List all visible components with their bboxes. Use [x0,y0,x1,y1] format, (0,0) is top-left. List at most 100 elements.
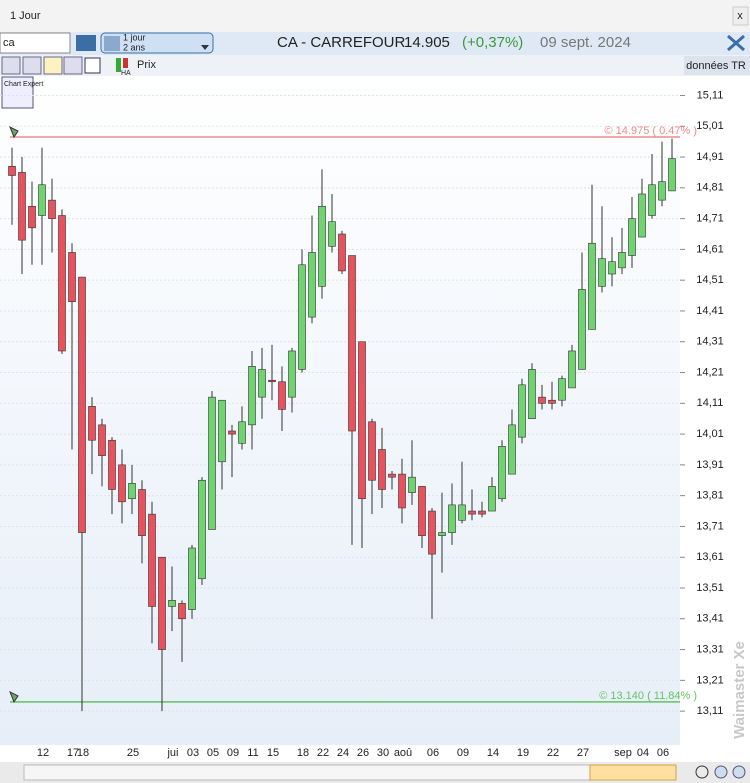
y-tick-label: 13,31 [696,643,724,655]
y-tick-label: 14,01 [696,428,724,440]
zoom-out[interactable] [714,765,728,779]
x-tick-label: 18 [297,747,309,759]
x-tick-label: 27 [577,747,589,759]
plot-area [0,77,680,745]
ha-icon-down[interactable] [123,58,128,68]
candle-body [198,479,206,580]
x-tick-label: 09 [457,747,469,759]
y-tick-label: 15,01 [696,120,724,132]
x-tick-label: 03 [187,747,199,759]
candle-body [158,556,166,650]
candle-body [548,399,556,404]
x-tick-label: 26 [357,747,369,759]
candle-body [258,369,266,398]
level-label: © 14.975 ( 0.47% ) [605,125,698,137]
dropdown-arrow[interactable] [201,45,209,50]
period-line2[interactable]: 2 ans [123,42,146,52]
price-label: Prix [137,59,156,71]
candle-body [398,473,406,509]
tool-icon[interactable] [1,56,21,75]
candle-body [298,264,306,370]
candle-body [128,483,136,500]
candle-body [188,547,196,610]
level-icon [9,690,19,703]
candle-body [338,233,346,272]
candle-body [558,378,566,401]
candle-body [368,421,376,481]
x-tick-label: 30 [377,747,389,759]
ap-icon[interactable] [63,56,83,75]
x-tick-label: 06 [657,747,669,759]
y-tick-label: 13,41 [696,613,724,625]
zoom-in[interactable] [732,765,746,779]
y-tick-label: 14,91 [696,151,724,163]
y-tick-label: 13,51 [696,582,724,594]
period-line1[interactable]: 1 jour [123,32,146,42]
level-icon [9,125,19,139]
close-label[interactable]: x [737,10,743,22]
data-label: données TR [686,60,746,72]
y-tick-label: 13,81 [696,490,724,502]
candle-body [518,384,526,438]
instrument: CA - CARREFOUR [277,34,406,51]
candle-body [78,276,86,533]
candle-body [168,600,176,607]
book-icon[interactable] [76,35,96,51]
candle-body [238,421,246,444]
candle-body [108,439,116,490]
period-selector[interactable] [100,32,214,54]
candle-body [68,252,76,303]
x-tick-label: 11 [247,747,258,759]
x-tick-label: aoû [394,747,412,759]
title-bar [0,0,750,32]
candle-body [468,510,476,515]
y-tick-label: 14,81 [696,182,724,194]
ha-icon-up[interactable] [116,58,121,72]
candle-body [388,473,396,478]
calendar-icon[interactable] [104,36,120,51]
y-tick-label: 13,21 [696,674,724,686]
scroll-thumb[interactable] [589,764,677,781]
scroll-track[interactable] [23,764,591,781]
candle-body [228,430,236,435]
candle-body [308,252,316,318]
candle-body [638,193,646,238]
window-icon[interactable] [84,57,101,74]
search-text[interactable]: ca [3,37,16,49]
candle-body [418,486,426,536]
candle-body [18,172,26,241]
candle-body [268,379,276,383]
candle-body [488,486,496,512]
close-button[interactable] [732,6,749,26]
y-tick-label: 14,61 [696,243,724,255]
candle-body [348,255,356,432]
level-label: © 13.140 ( 11.84% ) [599,690,697,702]
chart-expert-icon[interactable] [1,76,34,109]
x-tick-label: 06 [427,747,439,759]
x-tick-label: 19 [517,747,529,759]
toolbar2 [0,55,750,76]
candle-body [208,396,216,530]
chart-expert-label[interactable]: Chart Expert [4,81,43,88]
candle-body [618,252,626,269]
x-tick-label: 04 [637,747,649,759]
candle-body [248,366,256,426]
candle-body [38,184,46,216]
ha-label[interactable]: HA [121,70,131,77]
draw-icon[interactable] [43,56,63,75]
indicator-icon[interactable] [22,56,42,75]
x-tick-label: 14 [487,747,499,759]
candle-body [648,184,656,216]
search-box[interactable] [0,32,71,54]
candle-body [178,603,186,620]
candle-body [288,350,296,398]
candle-body [358,341,366,500]
tools-icon[interactable] [727,34,745,52]
candle-body [568,350,576,389]
watermark: Waimaster Xe [731,641,748,739]
y-tick-label: 14,51 [696,274,724,286]
candle-body [378,449,386,490]
move-icon[interactable] [695,765,709,779]
x-tick-label: 15 [267,747,279,759]
